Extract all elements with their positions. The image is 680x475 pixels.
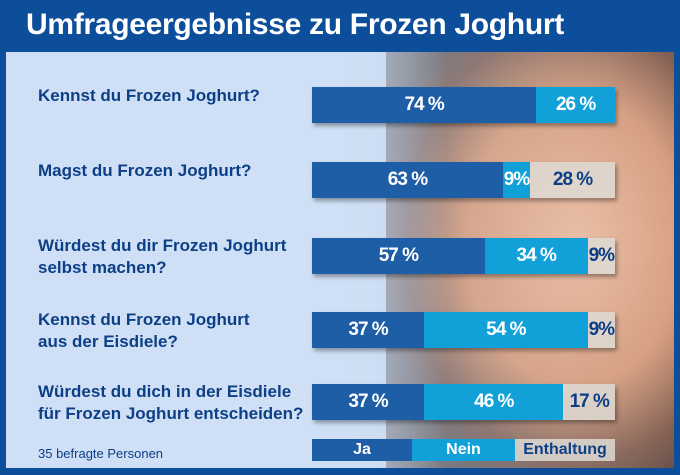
question-line: Würdest du dich in der Eisdiele (38, 382, 292, 401)
question-line: für Frozen Joghurt entscheiden? (38, 404, 304, 423)
data-label: 46 % (474, 391, 514, 412)
legend-enthaltung: Enthaltung (515, 439, 615, 461)
data-label: 26 % (555, 94, 596, 115)
question-line: Würdest du dir Frozen Joghurt (38, 236, 287, 255)
question-line: Kennst du Frozen Joghurt? (38, 86, 260, 105)
bar-segment-nein: 26 % (536, 87, 615, 123)
question-line: Kennst du Frozen Joghurt (38, 310, 250, 329)
legend-ja: Ja (312, 439, 412, 461)
question-label: Würdest du dich in der Eisdiele für Froze… (38, 381, 303, 425)
stacked-bar: 74 % 26 % (312, 87, 615, 123)
stacked-bar: 37 % 46 % 17 % (312, 384, 615, 420)
bar-segment-ja: 37 % (312, 312, 425, 348)
question-line: selbst machen? (38, 258, 167, 277)
bar-segment-enthaltung: 9% (587, 238, 615, 274)
data-label: 9% (588, 319, 615, 340)
bar-segment-enthaltung: 9% (587, 312, 615, 348)
stacked-bar: 63 % 9% 28 % (312, 162, 615, 198)
bar-segment-ja: 74 % (312, 87, 537, 123)
data-label: 17 % (569, 391, 610, 412)
data-label: 34 % (516, 245, 557, 266)
question-line: Magst du Frozen Joghurt? (38, 161, 252, 180)
chart-title: Umfrageergebnisse zu Frozen Joghurt (26, 8, 564, 41)
question-label: Kennst du Frozen Joghurt? (38, 85, 260, 107)
data-label: 37 % (348, 319, 388, 340)
bar-segment-enthaltung: 17 % (563, 384, 615, 420)
data-label: 57 % (378, 245, 419, 266)
data-label: 9% (503, 169, 530, 190)
bar-segment-nein: 34 % (484, 238, 588, 274)
stacked-bar: 37 % 54 % 9% (312, 312, 615, 348)
chart-panel: Kennst du Frozen Joghurt? 74 % 26 % Magst d… (6, 52, 674, 468)
footnote: 35 befragte Personen (38, 446, 164, 461)
bar-segment-ja: 57 % (312, 238, 485, 274)
data-label: 54 % (486, 319, 526, 340)
legend-nein: Nein (412, 439, 515, 461)
bar-segment-nein: 46 % (424, 384, 564, 420)
data-label: 74 % (404, 94, 444, 115)
bar-segment-nein: 54 % (424, 312, 588, 348)
bar-segment-ja: 37 % (312, 384, 425, 420)
bar-segment-ja: 63 % (312, 162, 503, 198)
data-label: 9% (588, 245, 615, 266)
bar-segment-enthaltung: 28 % (530, 162, 615, 198)
data-label: 28 % (552, 169, 593, 190)
question-label: Magst du Frozen Joghurt? (38, 160, 251, 182)
stacked-bar: 57 % 34 % 9% (312, 238, 615, 274)
question-label: Kennst du Frozen Joghurt aus der Eisdiele… (38, 309, 250, 353)
question-label: Würdest du dir Frozen Joghurt selbst mach… (38, 235, 286, 279)
legend: Ja Nein Enthaltung (312, 439, 615, 461)
bar-segment-nein: 9% (502, 162, 531, 198)
data-label: 63 % (387, 169, 428, 190)
question-line: aus der Eisdiele? (38, 332, 178, 351)
header: Umfrageergebnisse zu Frozen Joghurt (0, 0, 680, 52)
data-label: 37 % (348, 391, 388, 412)
